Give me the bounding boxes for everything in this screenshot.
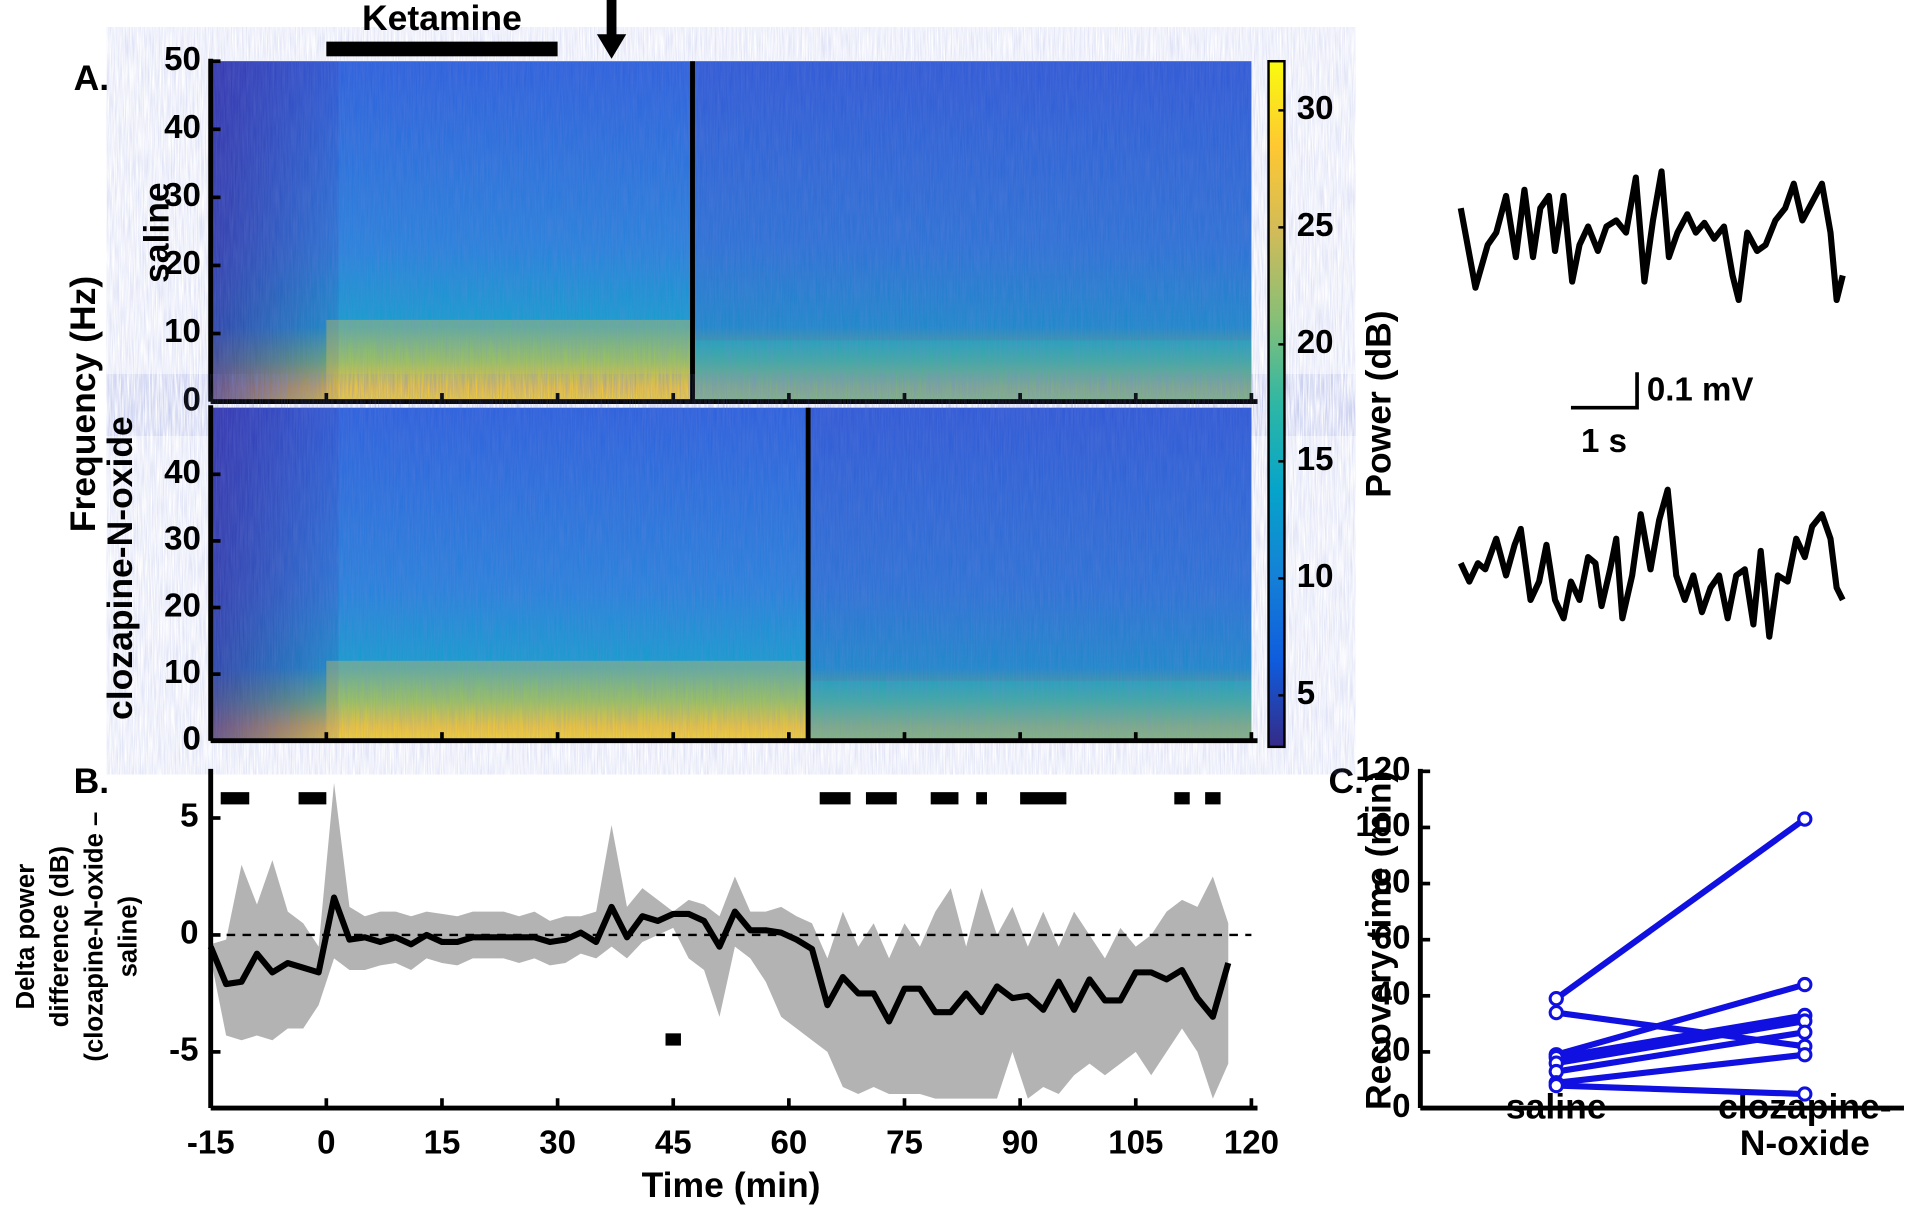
colorbar-tick-label: 20: [1297, 324, 1334, 361]
colorbar-tick-label: 30: [1297, 90, 1334, 127]
significance-bar: [976, 792, 987, 805]
subject-line: [1555, 1051, 1806, 1086]
panel-label: B.: [74, 761, 110, 801]
panel-label: C.: [1329, 761, 1365, 801]
arrow: [596, 0, 627, 59]
eeg-trace: [1457, 168, 1846, 304]
y-tick-label: 0: [180, 915, 198, 952]
subject-point: [1797, 1047, 1813, 1063]
x-tick-label: saline: [1506, 1087, 1607, 1127]
subject-point: [1797, 976, 1813, 993]
y-tick-label: 0: [183, 381, 201, 418]
y-tick-label: 20: [164, 587, 201, 624]
subject-point: [1548, 1004, 1564, 1021]
scale-voltage: 0.1 mV: [1647, 372, 1754, 409]
x-tick-label: 0: [317, 1124, 335, 1161]
y-tick-label: 0: [183, 720, 201, 757]
x-tick-label: 15: [424, 1124, 461, 1161]
y-tick-label: 0: [1392, 1088, 1410, 1125]
x-tick-label: 30: [539, 1124, 576, 1161]
subject-line: [1555, 981, 1806, 1058]
colorbar-tick-label: 15: [1297, 441, 1334, 478]
y-axis-title: saline): [115, 896, 143, 977]
y-tick-label: 30: [164, 177, 201, 214]
x-tick-label: 90: [1002, 1124, 1039, 1161]
spectrogram-grain: [210, 407, 1252, 741]
significance-bar: [930, 792, 959, 805]
spectrogram-grain: [210, 61, 1252, 402]
y-tick-label: 10: [164, 654, 201, 691]
subject-point: [1797, 1024, 1813, 1040]
significance-bar: [665, 1033, 681, 1046]
x-tick-label: 45: [655, 1124, 692, 1161]
subject-line: [1556, 1082, 1805, 1098]
significance-bar: [1205, 792, 1221, 805]
x-tick-label: -15: [187, 1124, 235, 1161]
y-tick-label: 120: [1355, 751, 1410, 788]
y-axis-title: (clozapine-N-oxide –: [80, 812, 108, 1062]
mean-line: [207, 894, 1232, 1025]
subject-line: [1555, 1029, 1806, 1075]
significance-bar: [1020, 792, 1067, 805]
subject-point: [1797, 1086, 1813, 1102]
y-tick-label: 40: [164, 109, 201, 146]
y-tick-label: 40: [164, 454, 201, 491]
scale-bar: [1570, 372, 1639, 410]
y-tick-label: 5: [180, 798, 198, 835]
significance-bar: [1174, 792, 1190, 805]
drug-bar: [326, 41, 558, 57]
colorbar-tick-label: 10: [1297, 558, 1334, 595]
subject-line: [1554, 816, 1807, 1002]
significance-bar: [865, 792, 897, 805]
y-tick-label: 20: [1374, 1032, 1411, 1069]
scale-time: 1 s: [1581, 423, 1627, 460]
y-tick-label: -5: [169, 1032, 198, 1069]
subject-line: [1555, 1018, 1806, 1067]
y-tick-label: 10: [164, 313, 201, 350]
x-tick-label: 105: [1108, 1124, 1163, 1161]
colorbar-tick-label: 25: [1297, 207, 1334, 244]
significance-bar: [220, 792, 250, 805]
x-tick-label: 120: [1224, 1124, 1279, 1161]
panel-label: A.: [74, 58, 110, 98]
subject-line: [1555, 1012, 1806, 1061]
significance-bar: [298, 792, 327, 805]
y-axis-title: Delta power: [12, 864, 40, 1010]
subject-point: [1548, 990, 1564, 1007]
y-tick-label: 40: [1374, 976, 1411, 1013]
colorbar-title: Power (dB): [1359, 310, 1399, 497]
y-axis-title: Frequency (Hz): [63, 276, 103, 532]
colorbar: [1267, 59, 1286, 749]
y-tick-label: 80: [1374, 863, 1411, 900]
drug-label: Ketamine: [362, 0, 522, 38]
x-tick-label: 75: [886, 1124, 923, 1161]
x-axis-title: Time (min): [642, 1165, 821, 1205]
y-tick-label: 50: [164, 41, 201, 78]
subject-point: [1548, 1077, 1564, 1094]
significance-bar: [819, 792, 851, 805]
eeg-trace: [1457, 486, 1846, 640]
row-label: clozapine-N-oxide: [100, 416, 140, 720]
colorbar-tick-label: 5: [1297, 675, 1315, 712]
x-tick-label: 60: [770, 1124, 807, 1161]
y-axis-title: difference (dB): [46, 846, 74, 1027]
y-axis-title: Recovery time (min): [1359, 771, 1399, 1110]
y-tick-label: 60: [1374, 919, 1411, 956]
row-label: saline: [137, 182, 177, 283]
y-tick-label: 20: [164, 245, 201, 282]
subject-point: [1797, 811, 1813, 827]
y-tick-label: 100: [1355, 807, 1410, 844]
y-tick-label: 30: [164, 521, 201, 558]
